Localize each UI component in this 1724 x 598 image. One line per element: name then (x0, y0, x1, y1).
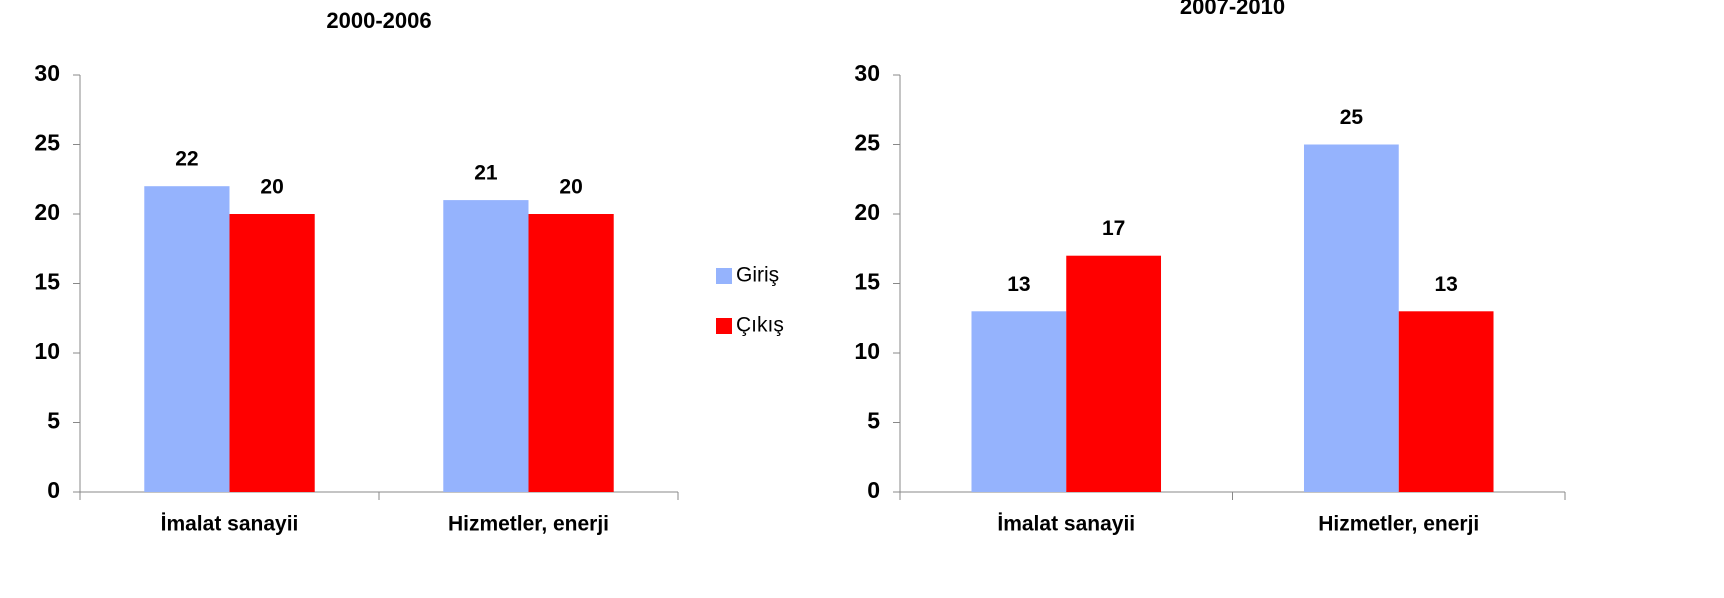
bar (528, 214, 614, 492)
data-label: 13 (1007, 273, 1030, 296)
x-tick-label: Hizmetler, enerji (448, 513, 609, 536)
y-tick-label: 20 (854, 199, 880, 225)
y-tick-label: 10 (854, 338, 880, 364)
y-tick-label: 25 (34, 130, 60, 156)
y-tick-label: 15 (34, 269, 60, 295)
y-tick-label: 0 (47, 477, 60, 503)
bar (1398, 311, 1494, 492)
x-tick-label: Hizmetler, enerji (1318, 513, 1479, 536)
data-label: 22 (175, 148, 198, 171)
bar (1066, 255, 1162, 492)
bar (1303, 144, 1399, 492)
data-label: 17 (1102, 217, 1125, 240)
legend-swatch (716, 268, 732, 284)
data-label: 25 (1340, 106, 1364, 129)
y-tick-label: 5 (47, 408, 60, 434)
data-label: 13 (1434, 273, 1457, 296)
bar (229, 214, 315, 492)
y-tick-label: 10 (34, 338, 60, 364)
bar (443, 200, 529, 492)
bar (144, 186, 230, 492)
y-tick-label: 5 (867, 408, 880, 434)
x-tick-label: İmalat sanayii (997, 513, 1135, 536)
legend-label: Giriş (736, 264, 779, 287)
y-tick-label: 30 (34, 60, 60, 86)
data-label: 20 (260, 176, 283, 199)
y-tick-label: 25 (854, 130, 880, 156)
y-tick-label: 0 (867, 477, 880, 503)
bar (971, 311, 1067, 492)
x-tick-label: İmalat sanayii (161, 513, 299, 536)
y-tick-label: 20 (34, 199, 60, 225)
data-label: 21 (474, 162, 498, 185)
legend-swatch (716, 318, 732, 334)
chart-title: 2007-2010 (1180, 0, 1285, 19)
y-tick-label: 30 (854, 60, 880, 86)
data-label: 20 (559, 176, 582, 199)
legend-label: Çıkış (736, 314, 784, 337)
chart-title: 2000-2006 (326, 8, 431, 33)
y-tick-label: 15 (854, 269, 880, 295)
